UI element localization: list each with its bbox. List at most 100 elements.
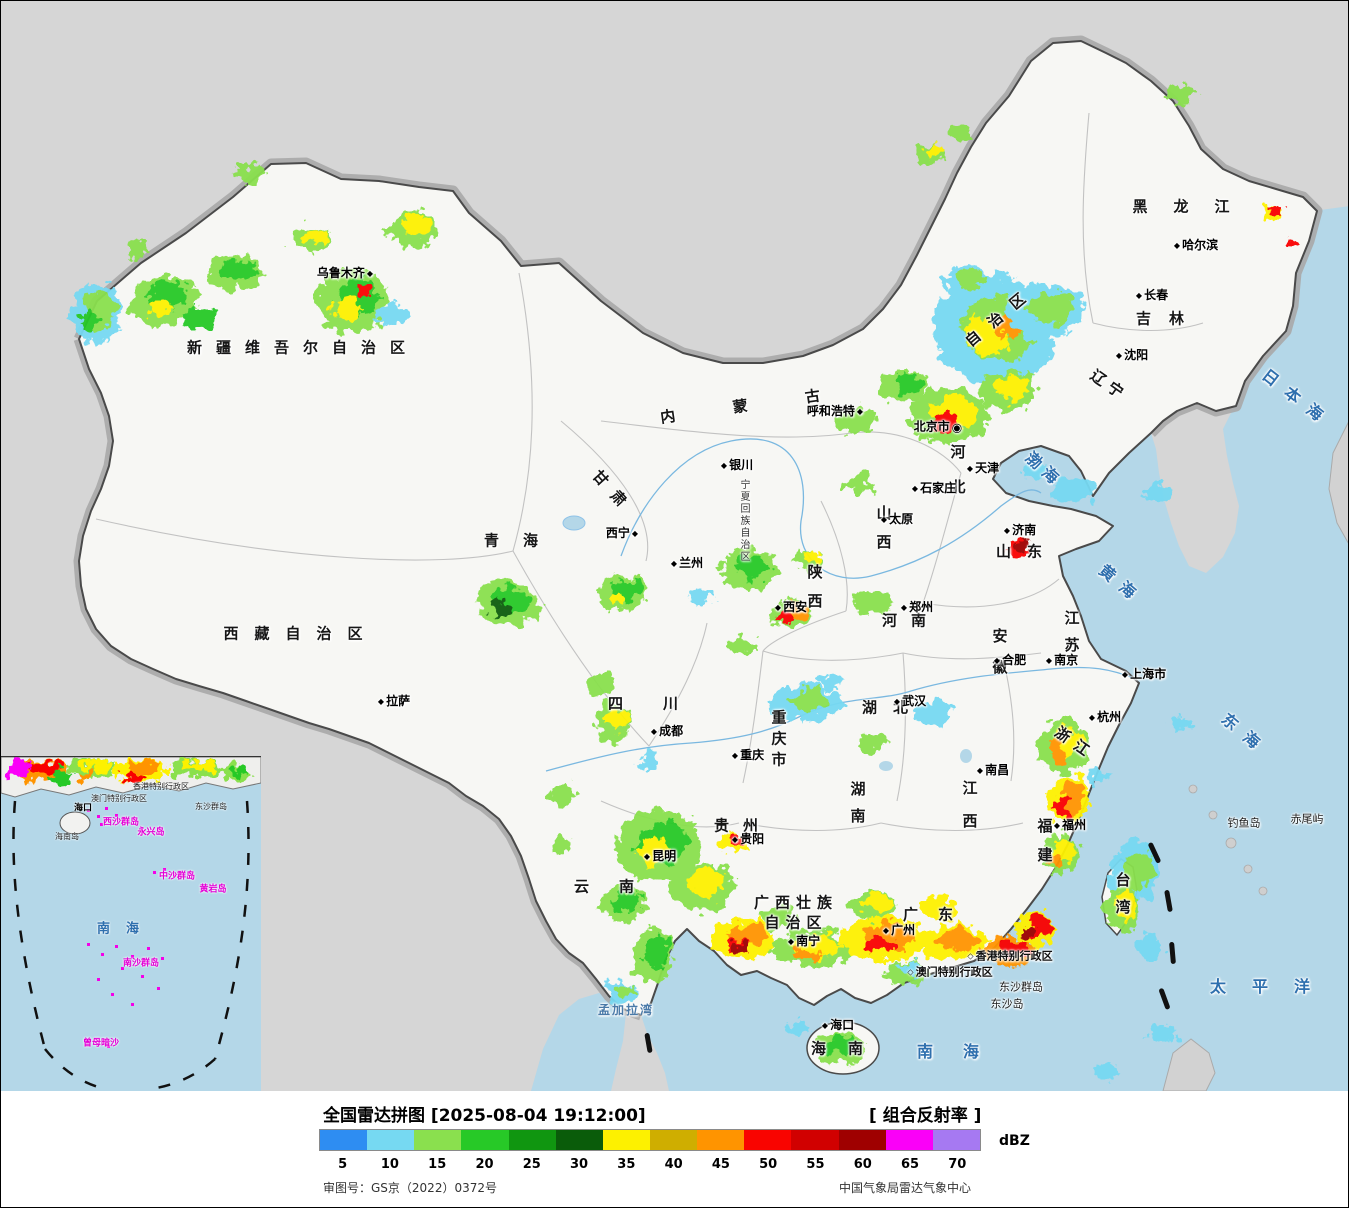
reflectivity-colorbar bbox=[319, 1129, 981, 1151]
unit-label: dBZ bbox=[999, 1133, 1030, 1149]
scale-segment-15 bbox=[414, 1130, 462, 1150]
radar-echo bbox=[1105, 885, 1141, 933]
island-dot bbox=[131, 1003, 134, 1006]
radar-echo bbox=[1043, 833, 1079, 873]
scale-tick: 25 bbox=[522, 1157, 541, 1172]
island-dot bbox=[173, 874, 176, 877]
radar-echo bbox=[916, 144, 946, 162]
scale-segment-40 bbox=[649, 1130, 698, 1150]
radar-echo bbox=[689, 588, 713, 604]
scale-segment-70 bbox=[932, 1130, 980, 1150]
radar-echo bbox=[617, 810, 701, 882]
island-dot bbox=[111, 993, 114, 996]
island-dot bbox=[141, 975, 144, 978]
radar-echo bbox=[819, 673, 843, 689]
scale-tick: 60 bbox=[853, 1157, 872, 1172]
radar-echo bbox=[761, 908, 797, 930]
radar-echo bbox=[51, 771, 71, 783]
radar-echo bbox=[375, 305, 407, 325]
radar-echo bbox=[1023, 463, 1049, 479]
maritime-boundary-dashes bbox=[644, 842, 1176, 1053]
island-dot bbox=[121, 967, 124, 970]
scale-segment-25 bbox=[508, 1130, 556, 1150]
source-label: 中国气象局雷达气象中心 bbox=[839, 1181, 972, 1195]
island-dot bbox=[107, 1045, 110, 1048]
radar-echo bbox=[599, 575, 647, 611]
radar-echo bbox=[597, 701, 629, 745]
island-dot bbox=[100, 823, 103, 826]
scale-segment-10 bbox=[367, 1130, 415, 1150]
radar-echo bbox=[921, 925, 985, 961]
island-dot bbox=[153, 871, 156, 874]
scale-tick: 30 bbox=[570, 1157, 589, 1172]
island-dot bbox=[97, 1039, 100, 1042]
island-dot bbox=[87, 943, 90, 946]
radar-echo bbox=[719, 832, 749, 854]
scale-tick: 10 bbox=[380, 1157, 399, 1172]
radar-echo bbox=[1049, 775, 1089, 827]
radar-echo bbox=[1007, 283, 1083, 339]
colorbar-ticks: 5 10 15 20 25 30 35 40 45 50 55 60 65 70 bbox=[319, 1157, 981, 1172]
radar-echo bbox=[983, 935, 1035, 967]
radar-echo bbox=[638, 756, 660, 770]
radar-echo bbox=[671, 862, 735, 910]
radar-echo bbox=[206, 255, 262, 291]
radar-echo bbox=[859, 734, 887, 752]
radar-echo bbox=[853, 592, 893, 614]
map-canvas bbox=[1, 1, 1348, 1091]
radar-echo bbox=[1166, 85, 1196, 101]
radar-echo bbox=[771, 600, 811, 626]
radar-echo bbox=[1149, 1024, 1177, 1042]
radar-echo bbox=[7, 761, 31, 777]
island-dot bbox=[161, 957, 164, 960]
radar-echo bbox=[233, 164, 263, 182]
radar-echo bbox=[770, 685, 842, 721]
radar-echo bbox=[1145, 484, 1177, 502]
qinghai-lake bbox=[562, 515, 586, 531]
radar-echo bbox=[547, 783, 575, 805]
license-label: 审图号：GS京（2022）0372号 bbox=[323, 1181, 497, 1195]
radar-echo bbox=[220, 765, 252, 781]
island-dot bbox=[115, 814, 118, 817]
radar-echo bbox=[67, 760, 115, 779]
radar-echo bbox=[1051, 479, 1095, 503]
inset-canvas bbox=[1, 757, 261, 1092]
radar-echo bbox=[1284, 239, 1298, 249]
japan-land bbox=[1328, 421, 1348, 544]
scale-tick: 15 bbox=[428, 1157, 447, 1172]
radar-echo bbox=[1092, 1062, 1120, 1080]
radar-echo bbox=[795, 550, 823, 568]
sea-area bbox=[641, 206, 1348, 1091]
rivers bbox=[545, 438, 1137, 772]
island-dot bbox=[147, 947, 150, 950]
radar-echo bbox=[1262, 205, 1284, 220]
legend-bar: 全国雷达拼图 [2025-08-04 19:12:00] [ 组合反射率 ] 5… bbox=[1, 1091, 1348, 1207]
luzon-land bbox=[1162, 1038, 1216, 1091]
radar-echo bbox=[813, 1033, 865, 1065]
radar-echo bbox=[789, 1021, 813, 1037]
scale-tick: 20 bbox=[475, 1157, 494, 1172]
island-dot bbox=[105, 807, 108, 810]
radar-echo bbox=[317, 269, 389, 333]
radar-echo bbox=[585, 673, 617, 695]
scale-segment-45 bbox=[697, 1130, 745, 1150]
inset-echo-layer bbox=[7, 760, 252, 783]
radar-echo bbox=[847, 893, 899, 919]
island-dot bbox=[97, 978, 100, 981]
island-dot bbox=[131, 955, 134, 958]
radar-echo bbox=[1017, 911, 1053, 947]
radar-echo bbox=[841, 917, 929, 961]
radar-echo bbox=[115, 761, 167, 781]
radar-echo bbox=[130, 276, 198, 326]
radar-echo bbox=[919, 898, 959, 920]
scale-segment-30 bbox=[555, 1130, 603, 1150]
radar-echo bbox=[633, 928, 673, 984]
radar-echo-layer bbox=[72, 85, 1298, 1080]
map-title: 全国雷达拼图 [2025-08-04 19:12:00] bbox=[323, 1106, 646, 1126]
radar-echo bbox=[837, 408, 877, 434]
scale-segment-60 bbox=[838, 1130, 886, 1150]
bay-of-bengal bbox=[531, 993, 626, 1091]
radar-echo bbox=[845, 474, 873, 492]
radar-echo bbox=[126, 240, 150, 256]
south-china-sea-inset: 香港特别行政区 澳门特别行政区 东沙群岛 海口 海南岛 西沙群岛 永兴岛 中沙群岛 黄岩岛 南海南… bbox=[1, 756, 261, 1092]
